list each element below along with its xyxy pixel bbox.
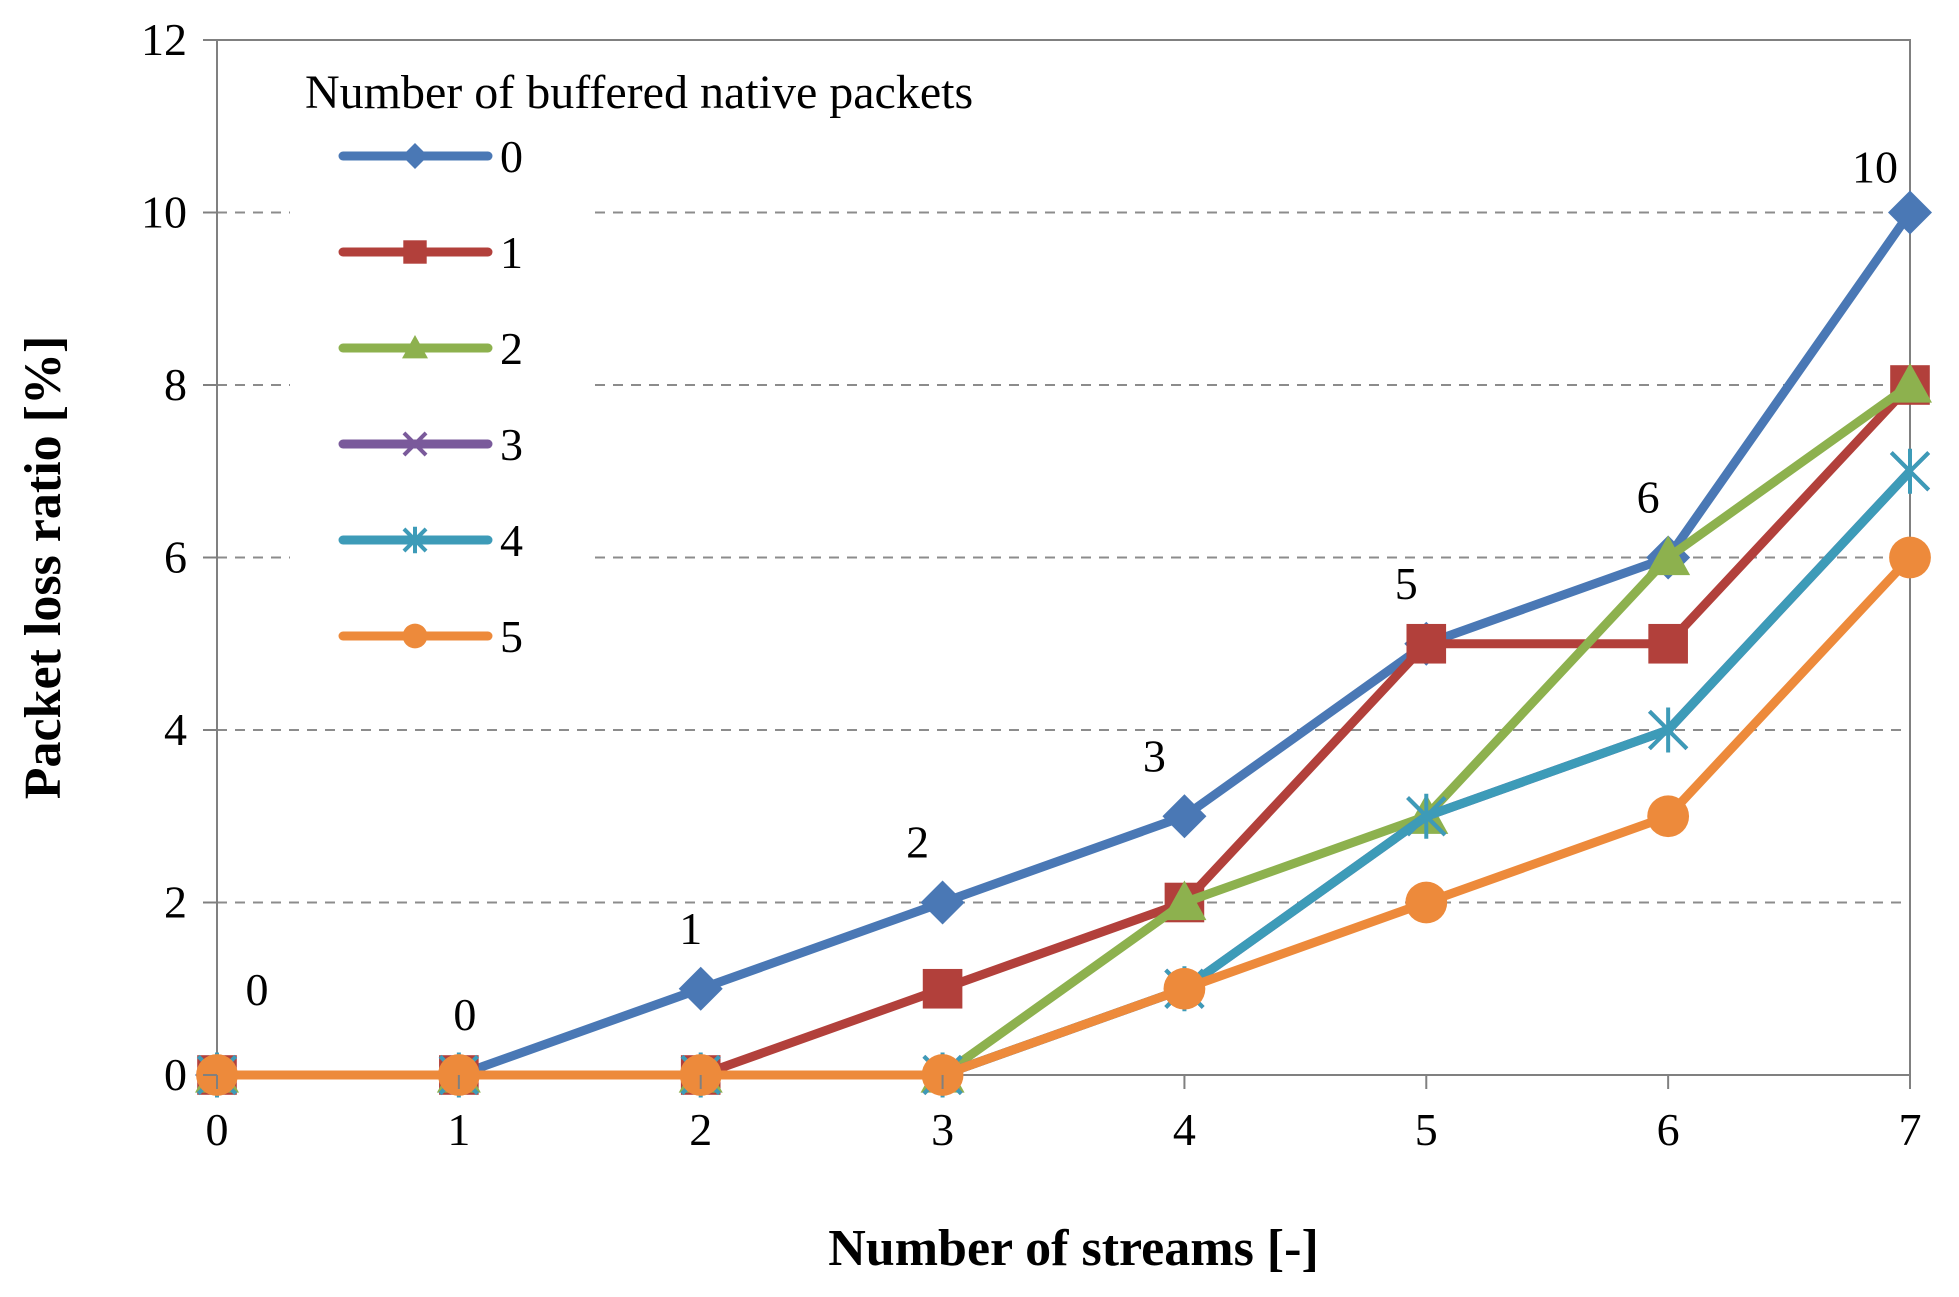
x-tick-label: 7 [1899, 1104, 1922, 1155]
x-tick-label: 4 [1173, 1104, 1196, 1155]
data-point [1888, 190, 1932, 235]
legend-marker [403, 240, 427, 264]
legend-item-3: 3 [338, 419, 523, 470]
x-tick-label: 1 [447, 1104, 470, 1155]
x-tick-label: 3 [931, 1104, 954, 1155]
legend-background [290, 110, 590, 690]
series-line-0 [217, 209, 1914, 1080]
data-label: 0 [246, 964, 269, 1015]
data-point [1648, 623, 1688, 664]
y-tick-label: 12 [141, 14, 187, 65]
legend-item-1: 1 [338, 227, 523, 278]
legend-marker [402, 335, 428, 359]
data-point [1646, 535, 1691, 576]
legend-item-4: 4 [338, 515, 523, 566]
x-tick-label: 6 [1657, 1104, 1680, 1155]
y-tick-label: 6 [164, 532, 187, 583]
data-point [1162, 880, 1207, 921]
data-point [1406, 623, 1447, 664]
x-tick-label: 0 [206, 1104, 229, 1155]
data-point [1406, 793, 1447, 839]
legend-label: 2 [500, 323, 523, 374]
data-point [1888, 363, 1932, 403]
data-point [1889, 536, 1931, 579]
data-label: 1 [679, 903, 702, 954]
legend-item-2: 2 [338, 323, 523, 374]
data-point [1405, 881, 1448, 924]
legend-item-5: 5 [338, 611, 523, 662]
data-label: 2 [906, 817, 929, 868]
legend-item-0: 0 [338, 131, 523, 182]
x-tick-label: 2 [689, 1104, 712, 1155]
gridlines [217, 211, 1910, 904]
data-point [678, 966, 723, 1011]
y-tick-label: 0 [164, 1049, 187, 1100]
y-tick-label: 4 [164, 704, 187, 755]
data-point [1889, 448, 1931, 494]
data-point [1647, 795, 1690, 838]
legend-label: 0 [500, 131, 523, 182]
y-tick-label: 8 [164, 359, 187, 410]
legend-label: 3 [500, 419, 523, 470]
legend-marker [402, 526, 428, 554]
legend-marker [402, 143, 428, 169]
legend-marker [402, 623, 428, 649]
data-point [920, 880, 965, 925]
legend-title: Number of buffered native packets [305, 66, 973, 119]
y-tick-label: 2 [164, 877, 187, 928]
data-point [922, 968, 963, 1009]
x-axis-title: Number of streams [-] [828, 1220, 1319, 1277]
data-label: 6 [1637, 472, 1660, 523]
data-point [1648, 707, 1689, 753]
legend-label: 1 [500, 227, 523, 278]
legend: 0 1 2 3 4 5 [290, 110, 590, 690]
data-label: 10 [1852, 142, 1898, 193]
data-point [1162, 794, 1207, 839]
series-line-5 [217, 554, 1914, 1080]
data-label: 5 [1395, 558, 1418, 609]
legend-label: 4 [500, 515, 523, 566]
x-tick-label: 5 [1415, 1104, 1438, 1155]
data-label: 3 [1143, 730, 1166, 781]
data-label: 0 [453, 989, 476, 1040]
y-axis-title: Packet loss ratio [%] [15, 336, 72, 800]
y-tick-label: 10 [141, 187, 187, 238]
legend-marker [402, 431, 428, 457]
legend-label: 5 [500, 611, 523, 662]
data-point [1163, 967, 1206, 1010]
data-labels: 0 0 1 2 3 5 6 10 [246, 142, 1899, 1041]
